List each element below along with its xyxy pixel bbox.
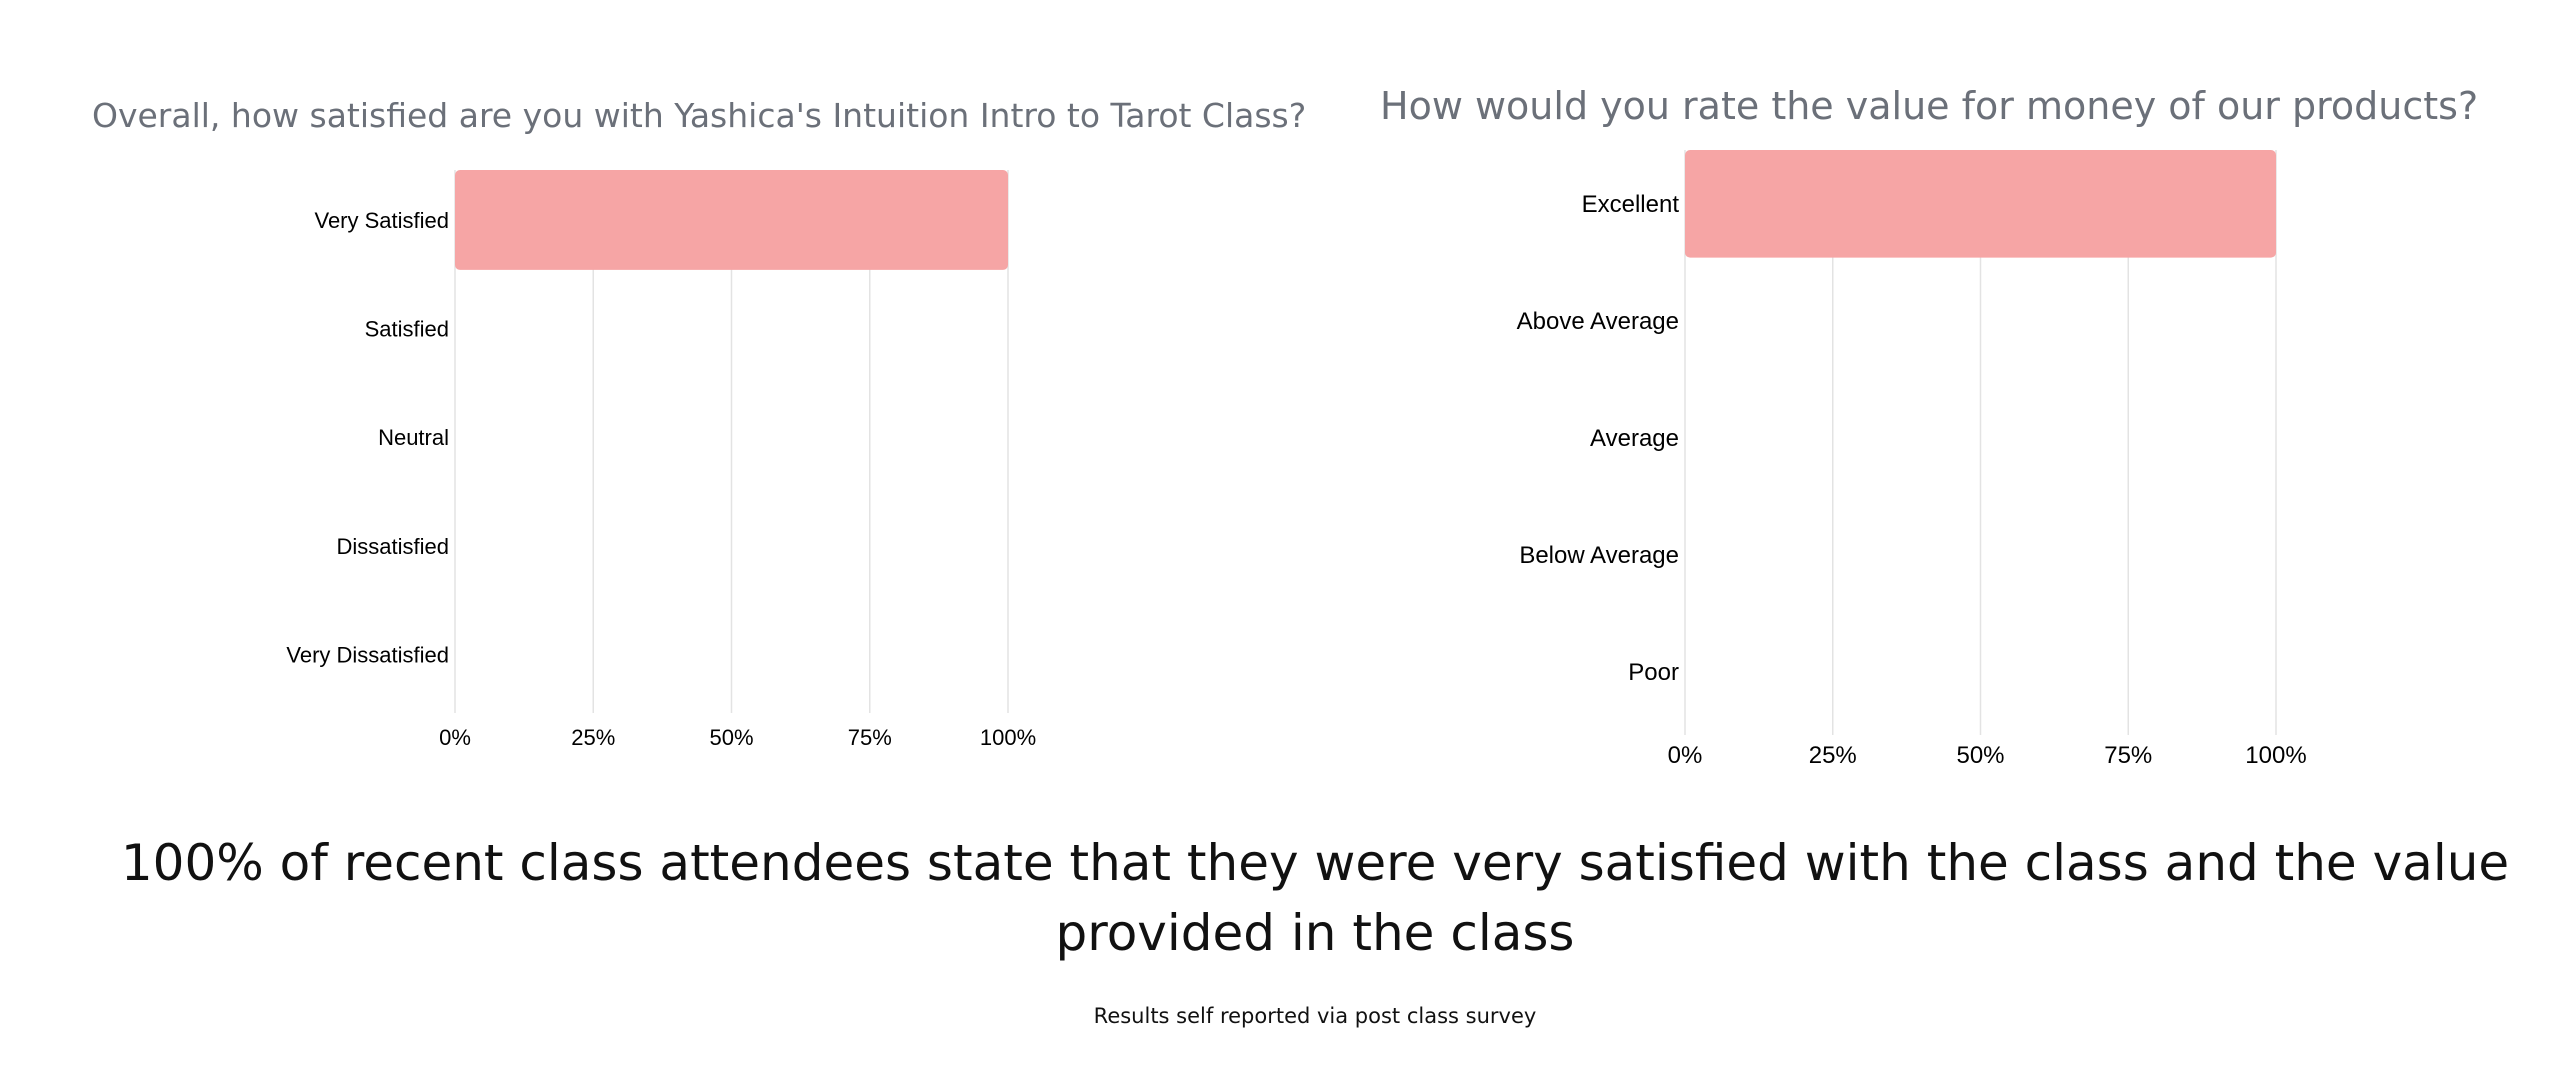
category-label: Satisfied xyxy=(365,317,449,342)
x-tick-label: 0% xyxy=(439,725,471,750)
bar-very-satisfied xyxy=(455,170,1008,270)
footnote: Results self reported via post class sur… xyxy=(1093,1004,1537,1028)
category-label: Below Average xyxy=(1519,542,1679,569)
category-label: Very Dissatisfied xyxy=(286,642,449,667)
category-label: Poor xyxy=(1628,659,1679,686)
satisfaction-chart: Very Satisfied Satisfied Neutral Dissatisfi… xyxy=(286,170,1036,750)
x-tick-label: 75% xyxy=(848,725,892,750)
x-tick-label: 25% xyxy=(571,725,615,750)
category-label: Above Average xyxy=(1517,308,1679,335)
x-tick-label: 100% xyxy=(2245,742,2306,769)
x-tick-label: 75% xyxy=(2104,742,2152,769)
value-for-money-chart: Excellent Above Average Average Below Avera… xyxy=(1517,150,2307,769)
x-tick-label: 25% xyxy=(1809,742,1857,769)
category-label: Very Satisfied xyxy=(314,208,449,233)
category-label: Dissatisfied xyxy=(337,534,449,559)
bar-excellent xyxy=(1685,150,2276,258)
chart-1-title: Overall, how satisfied are you with Yash… xyxy=(92,96,1307,135)
category-label: Excellent xyxy=(1582,191,1680,218)
category-label: Average xyxy=(1590,425,1679,452)
x-tick-label: 50% xyxy=(1956,742,2004,769)
chart-2-title: How would you rate the value for money o… xyxy=(1380,84,2479,128)
headline-statement: 100% of recent class attendees state tha… xyxy=(120,834,2510,962)
x-tick-label: 100% xyxy=(980,725,1036,750)
category-label: Neutral xyxy=(378,425,449,450)
x-tick-label: 50% xyxy=(709,725,753,750)
x-tick-label: 0% xyxy=(1668,742,1703,769)
